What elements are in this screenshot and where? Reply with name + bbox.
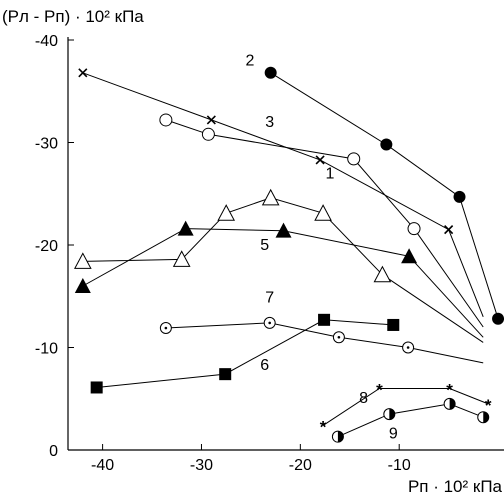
x-axis-title: Рп · 10² кПа <box>408 477 503 496</box>
series-7-line <box>165 322 484 364</box>
tick-group: -40 -30 -20 -10 0 -40 -30 -20 -10 <box>35 33 411 474</box>
y-tick-label: -30 <box>35 136 58 153</box>
series-8-point: * <box>446 381 453 400</box>
series-label-7: 7 <box>265 289 274 306</box>
series-2-point <box>492 312 504 325</box>
series-3-point <box>347 152 361 166</box>
series-3-point <box>201 127 215 141</box>
series-labels: 1 2 3 5 6 7 8 9 <box>245 53 397 443</box>
series-5-point <box>74 278 91 293</box>
series-5-point <box>275 222 292 238</box>
x-tick-label: -10 <box>388 457 411 474</box>
series-9-point <box>443 397 456 410</box>
series-9-point <box>331 430 344 443</box>
axes <box>67 37 504 451</box>
x-tick-label: -30 <box>190 457 213 474</box>
series-2-point <box>453 190 466 203</box>
series-3-line <box>165 119 484 328</box>
series-4-line <box>82 197 484 343</box>
series-2-line <box>270 72 499 319</box>
series-markers: * * * * <box>73 66 504 443</box>
series-label-3: 3 <box>265 114 274 131</box>
series-1-point <box>315 155 325 165</box>
series-7-point <box>263 316 276 329</box>
series-4-point <box>314 204 332 221</box>
series-7-point <box>332 331 345 344</box>
series-4-point <box>261 188 280 206</box>
series-label-8: 8 <box>359 390 368 407</box>
series-4-point <box>373 265 392 283</box>
series-6-point <box>219 368 232 381</box>
series-label-2: 2 <box>245 53 254 70</box>
series-label-9: 9 <box>389 426 398 443</box>
y-tick-label: -40 <box>35 33 58 50</box>
series-5-line <box>82 228 484 338</box>
series-9-point <box>477 411 490 424</box>
series-8-point: * <box>376 381 383 400</box>
series-1-line <box>82 72 484 317</box>
y-axis-title: (Рл - Рп) · 10² кПа <box>2 7 144 26</box>
x-tick-label: -20 <box>289 457 312 474</box>
series-3-point <box>159 113 173 127</box>
series-label-6: 6 <box>260 357 269 374</box>
series-8-point: * <box>320 417 327 436</box>
series-6-point <box>318 313 331 326</box>
series-2-point <box>264 66 277 79</box>
series-1-point <box>206 115 216 125</box>
series-7-point <box>402 341 415 354</box>
y-tick-label: -20 <box>35 238 58 255</box>
series-5-point <box>401 248 418 264</box>
series-4-point <box>73 252 92 269</box>
series-7-point <box>159 322 172 335</box>
y-tick-label: -10 <box>35 341 58 358</box>
series-9-point <box>383 408 396 421</box>
x-tick-label: -40 <box>91 457 114 474</box>
series-9-line <box>337 403 484 438</box>
series-4-point <box>217 204 236 221</box>
series-6-point <box>90 381 103 394</box>
series-lines <box>82 72 499 438</box>
series-label-1: 1 <box>326 165 335 182</box>
series-8-line <box>322 388 489 426</box>
series-1-point <box>444 225 454 235</box>
series-2-point <box>380 138 393 151</box>
series-6-point <box>387 318 400 331</box>
series-8-point: * <box>485 396 492 415</box>
series-6-line <box>96 319 394 388</box>
series-4-point <box>172 250 191 267</box>
series-label-5: 5 <box>260 237 269 254</box>
series-1-point <box>78 68 88 78</box>
y-tick-label: 0 <box>49 443 58 460</box>
series-5-point <box>177 220 194 236</box>
series-3-point <box>407 222 421 236</box>
